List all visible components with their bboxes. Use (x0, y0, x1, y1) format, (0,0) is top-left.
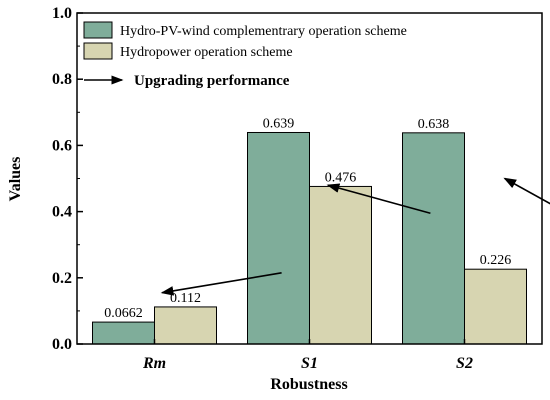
bar-series-2-S1 (309, 185, 372, 345)
data-label-series-2-S2: 0.226 (480, 253, 512, 268)
trend-arrow-2 (326, 183, 431, 215)
data-label-series-1-S2: 0.638 (418, 117, 450, 132)
bars-layer (92, 131, 527, 345)
x-axis: Rm S1 S2 (142, 339, 473, 372)
legend-label-series-2: Hydropower operation scheme (120, 45, 293, 60)
data-labels-layer: 0.0662 0.639 0.638 0.112 0.476 0.226 (104, 116, 511, 321)
x-tick-label-Rm: Rm (142, 355, 166, 372)
trend-arrow-1 (160, 272, 282, 296)
y-axis-title: Values (7, 157, 24, 202)
bar-series-2-S2 (464, 268, 527, 345)
y-tick-label: 0.8 (52, 71, 72, 88)
legend-swatch-series-2 (83, 42, 113, 60)
y-tick-label: 0.4 (52, 204, 72, 221)
bar-series-2-Rm (154, 306, 217, 345)
bar-series-1-S2 (402, 132, 465, 345)
data-label-series-2-S1: 0.476 (325, 170, 357, 185)
data-label-series-2-Rm: 0.112 (170, 291, 201, 306)
y-tick-label: 1.0 (52, 5, 72, 22)
x-tick-label-S2: S2 (456, 355, 473, 372)
y-tick-label: 0.6 (52, 137, 72, 154)
legend-label-series-1: Hydro-PV-wind complementrary operation s… (120, 24, 407, 39)
y-axis: 0.0 0.2 0.4 0.6 0.8 1.0 (52, 5, 83, 353)
trend-arrow-3 (503, 177, 550, 205)
data-label-series-1-S1: 0.639 (263, 116, 295, 131)
y-tick-label: 0.0 (52, 336, 72, 353)
data-label-series-1-Rm: 0.0662 (104, 306, 143, 321)
x-tick-label-S1: S1 (301, 355, 318, 372)
legend-swatch-series-1 (83, 21, 113, 39)
y-tick-label: 0.2 (52, 270, 72, 287)
bar-series-1-S1 (247, 131, 310, 345)
arrows-layer (160, 177, 550, 296)
legend: Hydro-PV-wind complementrary operation s… (83, 21, 407, 60)
x-axis-title: Robustness (270, 376, 347, 393)
annotation: Upgrading performance (84, 73, 290, 89)
annotation-text: Upgrading performance (134, 73, 290, 89)
bar-series-1-Rm (92, 321, 155, 345)
